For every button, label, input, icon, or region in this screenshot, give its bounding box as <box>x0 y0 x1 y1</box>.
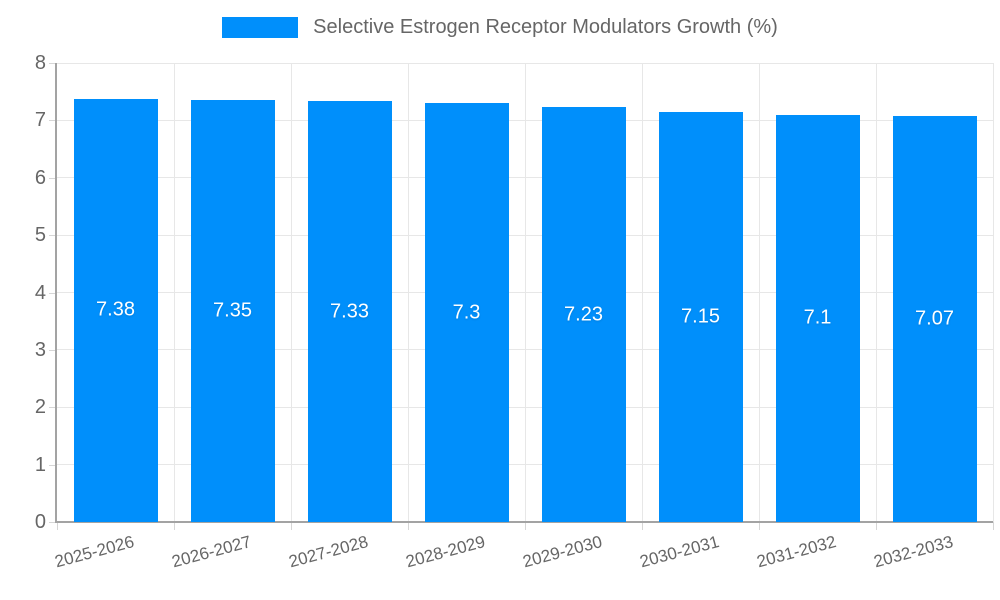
bar-value-label: 7.35 <box>213 299 252 322</box>
y-axis-tick <box>49 349 57 351</box>
legend-label: Selective Estrogen Receptor Modulators G… <box>313 16 778 38</box>
y-axis-tick-label: 6 <box>34 166 46 189</box>
bar-value-label: 7.1 <box>803 306 832 329</box>
y-axis-tick-label: 4 <box>34 281 46 304</box>
y-axis-tick-label: 5 <box>34 224 46 247</box>
bar-value-label: 7.07 <box>915 307 954 330</box>
x-axis-category-label: 2032-2033 <box>871 532 956 572</box>
x-axis-tick <box>642 522 643 530</box>
legend-item[interactable]: Selective Estrogen Receptor Modulators G… <box>222 16 778 39</box>
x-axis-category-label: 2026-2027 <box>169 532 254 572</box>
bar-value-label: 7.23 <box>564 303 603 326</box>
bar-value-label: 7.3 <box>452 301 481 324</box>
x-axis-category-label: 2029-2030 <box>520 532 605 572</box>
y-axis-tick <box>49 235 57 237</box>
vertical-gridline <box>993 63 994 522</box>
y-axis-tick-label: 8 <box>34 52 46 74</box>
vertical-gridline <box>291 63 292 522</box>
y-axis-tick <box>49 177 57 179</box>
bar-value-label: 7.15 <box>681 305 720 328</box>
vertical-gridline <box>876 63 877 522</box>
y-axis-tick <box>49 407 57 409</box>
bar[interactable]: 7.15 <box>658 111 743 522</box>
legend-marker-icon <box>222 17 299 38</box>
vertical-gridline <box>759 63 760 522</box>
x-axis-tick <box>408 522 409 530</box>
x-axis-category-label: 2030-2031 <box>637 532 722 572</box>
legend: Selective Estrogen Receptor Modulators G… <box>0 16 1000 39</box>
vertical-gridline <box>408 63 409 522</box>
vertical-gridline <box>642 63 643 522</box>
x-axis-tick <box>291 522 292 530</box>
x-axis-category-label: 2028-2029 <box>403 532 488 572</box>
x-axis-tick <box>993 522 994 530</box>
y-axis-tick <box>49 292 57 294</box>
bar[interactable]: 7.33 <box>307 101 392 522</box>
x-axis-tick <box>525 522 526 530</box>
x-axis-tick <box>174 522 175 530</box>
y-axis-line <box>55 63 57 523</box>
x-axis-tick <box>57 522 58 530</box>
bar[interactable]: 7.1 <box>775 114 860 522</box>
bar-value-label: 7.33 <box>330 300 369 323</box>
bar[interactable]: 7.35 <box>190 100 275 522</box>
bar[interactable]: 7.23 <box>541 107 626 522</box>
bar[interactable]: 7.07 <box>892 116 977 522</box>
y-axis-tick <box>49 120 57 122</box>
x-axis-line <box>55 521 993 523</box>
bar-value-label: 7.38 <box>96 298 135 321</box>
x-axis-tick <box>759 522 760 530</box>
vertical-gridline <box>174 63 175 522</box>
y-axis-tick <box>49 63 57 64</box>
y-axis-tick-label: 7 <box>34 109 46 132</box>
vertical-gridline <box>525 63 526 522</box>
y-axis-tick-label: 3 <box>34 338 46 361</box>
bar[interactable]: 7.38 <box>73 98 158 522</box>
y-axis-tick <box>49 464 57 466</box>
x-axis-category-label: 2031-2032 <box>754 532 839 572</box>
x-axis-category-label: 2025-2026 <box>52 532 137 572</box>
x-axis-tick <box>876 522 877 530</box>
x-axis-category-label: 2027-2028 <box>286 532 371 572</box>
y-axis-tick <box>49 522 57 523</box>
y-axis-tick-label: 1 <box>34 453 46 476</box>
y-axis-tick-label: 2 <box>34 396 46 419</box>
y-axis-tick-label: 0 <box>34 511 46 533</box>
bar[interactable]: 7.3 <box>424 103 509 522</box>
